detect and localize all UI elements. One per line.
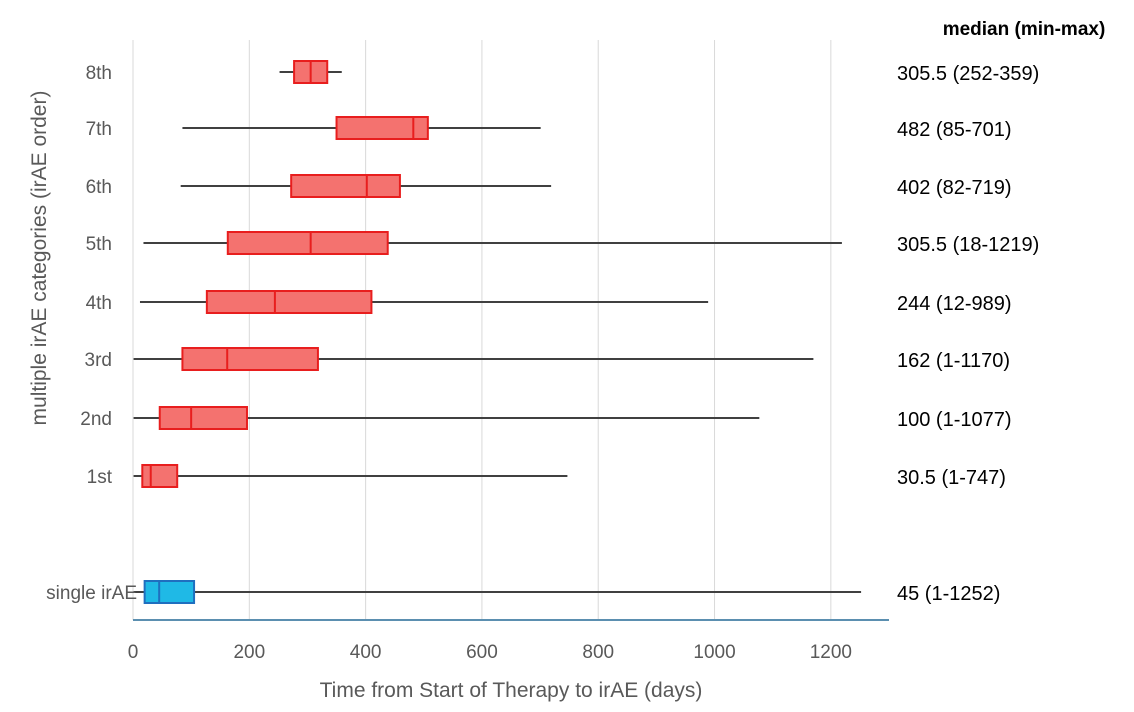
category-label: single irAE (46, 583, 137, 604)
box-iqr (335, 116, 429, 140)
box-iqr (141, 464, 179, 488)
category-label: 2nd (80, 409, 112, 430)
x-tick-label: 600 (466, 642, 498, 663)
box-iqr (143, 580, 196, 604)
x-tick-label: 200 (233, 642, 265, 663)
category-label: 7th (86, 119, 112, 140)
x-tick-label: 1200 (810, 642, 852, 663)
box-iqr (181, 347, 319, 371)
category-labels: 8th 7th 6th 5th 4th 3rd 2nd 1st single irAE (46, 63, 137, 604)
boxes (141, 60, 429, 604)
median-range-label: 30.5 (1-747) (897, 467, 1006, 489)
category-label: 1st (87, 467, 113, 488)
category-label: 5th (86, 234, 112, 255)
category-label: 4th (86, 293, 112, 314)
x-tick-label: 0 (128, 642, 139, 663)
median-range-label: 100 (1-1077) (897, 409, 1012, 431)
box-iqr (205, 290, 373, 314)
x-axis-title: Time from Start of Therapy to irAE (days… (320, 679, 703, 702)
annotations: 305.5 (252-359) 482 (85-701) 402 (82-719) 3… (897, 63, 1039, 605)
median-range-label: 45 (1-1252) (897, 583, 1000, 605)
x-tick-label: 1000 (693, 642, 735, 663)
box-iqr (290, 174, 401, 198)
y-axis-title: multiple irAE categories (irAE order) (28, 91, 51, 426)
x-tick-label: 400 (350, 642, 382, 663)
median-range-label: 482 (85-701) (897, 119, 1012, 141)
box-iqr (158, 406, 248, 430)
median-range-label: 244 (12-989) (897, 293, 1012, 315)
category-label: 3rd (85, 350, 112, 371)
median-range-label: 305.5 (252-359) (897, 63, 1039, 85)
category-label: 8th (86, 63, 112, 84)
box-iqr (226, 231, 389, 255)
annotation-header: median (min-max) (943, 19, 1106, 40)
x-axis: 0 200 400 600 800 1000 1200 (128, 619, 889, 663)
median-range-label: 402 (82-719) (897, 177, 1012, 199)
median-range-label: 162 (1-1170) (897, 350, 1010, 372)
x-tick-label: 800 (582, 642, 614, 663)
whiskers (133, 71, 862, 593)
category-label: 6th (86, 177, 112, 198)
median-range-label: 305.5 (18-1219) (897, 234, 1039, 256)
